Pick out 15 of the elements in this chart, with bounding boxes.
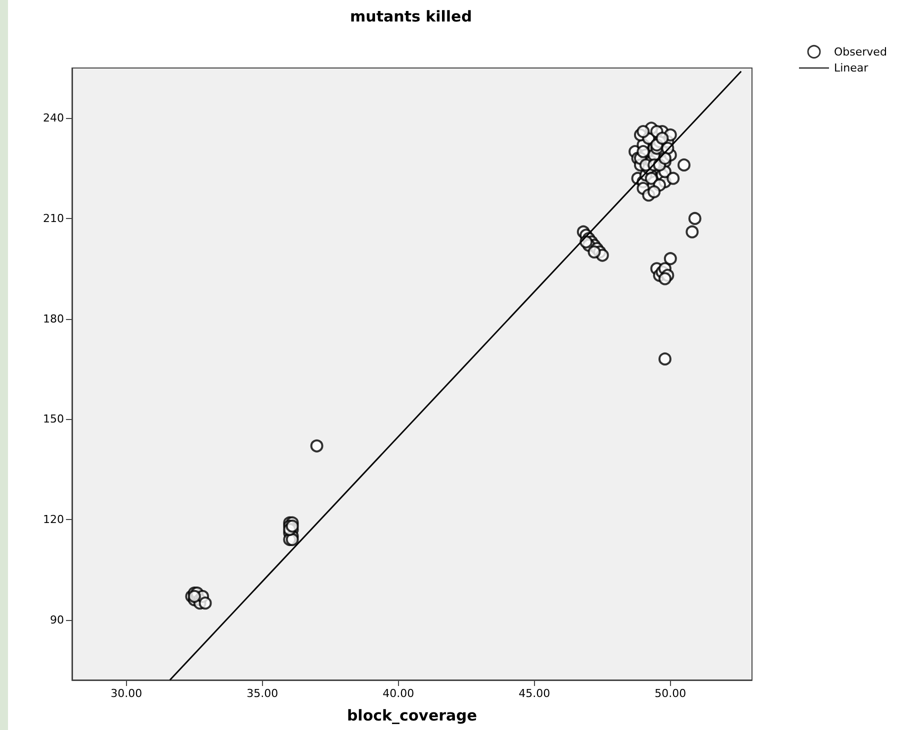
x-tick-label: 35.00 (246, 687, 278, 700)
y-tick-label: 210 (43, 212, 64, 225)
y-tick-label: 90 (50, 613, 64, 626)
y-tick-label: 120 (43, 512, 64, 526)
x-tick-label: 30.00 (110, 687, 142, 700)
chart-title: mutants killed (350, 8, 472, 26)
y-tick-label: 240 (43, 112, 64, 125)
y-tick-label: 150 (43, 412, 64, 426)
legend-label: Observed (834, 45, 887, 58)
x-tick-label: 40.00 (382, 687, 414, 700)
legend-label: Linear (834, 62, 869, 74)
x-tick-label: 50.00 (654, 687, 686, 700)
x-axis-title: block_coverage (346, 706, 478, 724)
y-tick-label: 180 (43, 312, 64, 326)
x-tick-label: 45.00 (518, 687, 550, 700)
